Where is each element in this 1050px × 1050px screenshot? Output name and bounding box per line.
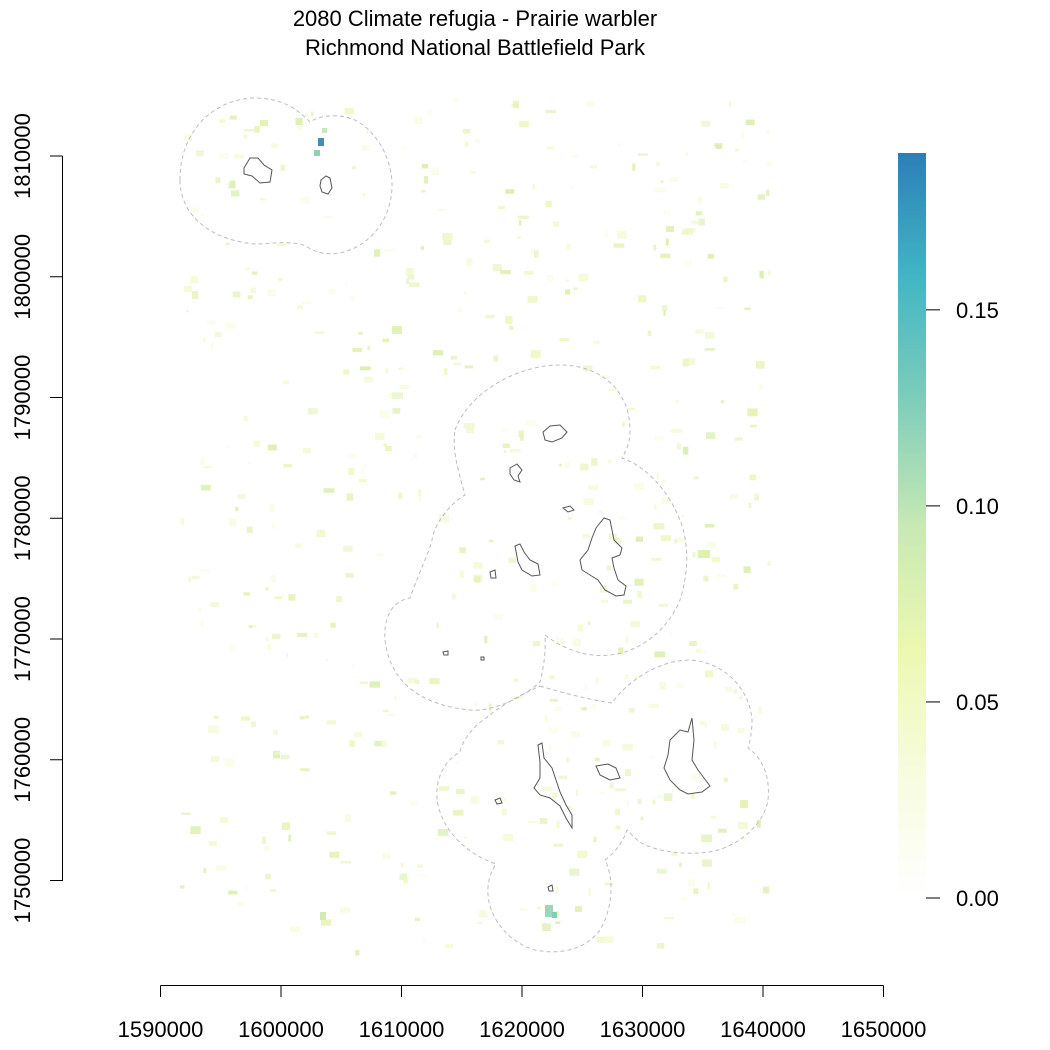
park-unit-se-2 — [595, 763, 621, 781]
y-tick-label: 1750000 — [10, 838, 35, 924]
map-title-line-1: 2080 Climate refugia - Prairie warbler — [292, 6, 658, 31]
park-unit-c-4 — [514, 543, 541, 577]
park-unit-c-2 — [509, 463, 523, 483]
park-unit-se-main — [663, 717, 711, 795]
park-unit-se-3 — [533, 742, 573, 830]
legend-ticks: 0.00 0.05 0.10 0.15 — [926, 298, 999, 911]
park-unit-c-6 — [442, 650, 449, 656]
y-tick-label: 1760000 — [10, 717, 35, 803]
x-tick-label: 1610000 — [359, 1017, 445, 1042]
y-tick-label: 1790000 — [10, 355, 35, 441]
legend-tick-label: 0.15 — [956, 298, 999, 323]
park-unit-c-5 — [489, 569, 497, 579]
x-axis-ticks: 1590000 1600000 1610000 1620000 1630000 16400… — [118, 985, 927, 1042]
legend-colorbar — [898, 153, 926, 898]
y-tick-label: 1780000 — [10, 475, 35, 561]
x-tick-label: 1590000 — [118, 1017, 204, 1042]
map-title: 2080 Climate refugia - Prairie warbler R… — [0, 4, 950, 62]
legend: 0.00 0.05 0.10 0.15 — [898, 153, 999, 911]
park-unit-se-4 — [494, 797, 503, 805]
park-unit-nw-1 — [243, 157, 273, 184]
park-unit-c-3 — [561, 505, 575, 513]
legend-tick-label: 0.00 — [956, 886, 999, 911]
park-unit-c-1 — [542, 424, 568, 443]
y-tick-label: 1770000 — [10, 596, 35, 682]
buffer-outline-central — [384, 364, 688, 711]
y-tick-label: 1800000 — [10, 234, 35, 320]
y-axis-ticks: 1750000 1760000 1770000 1780000 1790000 18000… — [10, 113, 63, 923]
x-tick-label: 1600000 — [238, 1017, 324, 1042]
buffer-outline-southeast — [436, 659, 769, 953]
park-unit-c-7 — [480, 656, 485, 661]
suitability-raster — [180, 98, 773, 956]
x-tick-label: 1630000 — [600, 1017, 686, 1042]
x-tick-label: 1650000 — [841, 1017, 927, 1042]
x-tick-label: 1640000 — [720, 1017, 806, 1042]
buffer-outlines — [179, 97, 769, 953]
park-outlines — [243, 157, 711, 892]
park-unit-se-5 — [547, 884, 554, 892]
buffer-outline-northwest — [179, 97, 393, 255]
y-tick-label: 1810000 — [10, 113, 35, 199]
map-title-line-2: Richmond National Battlefield Park — [305, 35, 645, 60]
legend-tick-label: 0.05 — [956, 690, 999, 715]
x-tick-label: 1620000 — [479, 1017, 565, 1042]
park-unit-nw-2 — [319, 175, 333, 195]
legend-tick-label: 0.10 — [956, 494, 999, 519]
park-unit-c-main — [579, 517, 627, 597]
